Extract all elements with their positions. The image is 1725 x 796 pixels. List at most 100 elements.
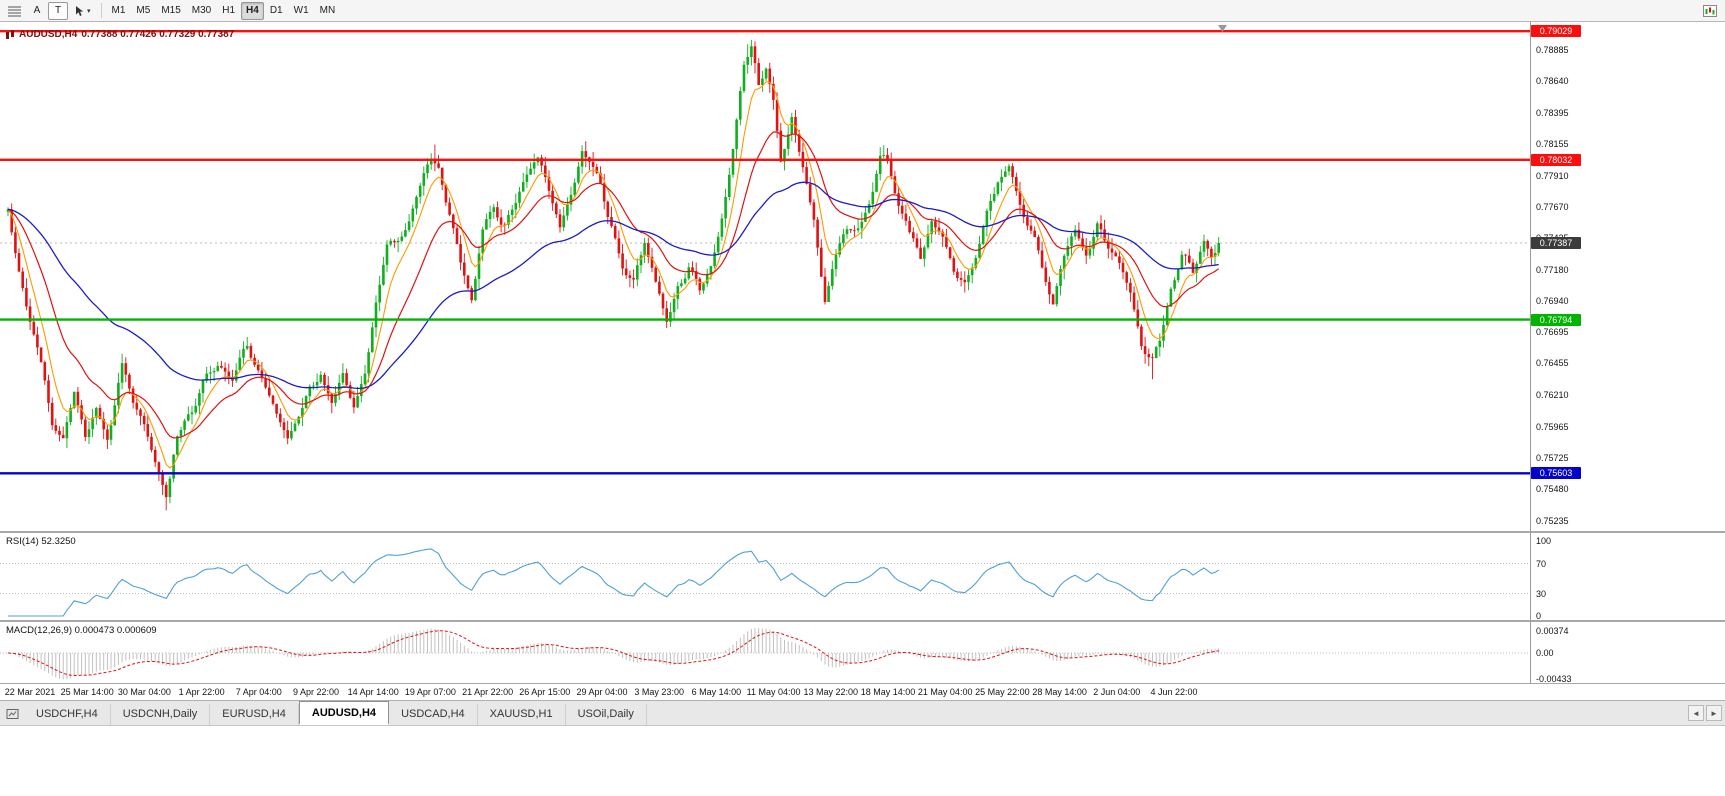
time-axis-label: 11 May 04:00 [746,687,801,697]
chart-tab-bar: USDCHF,H4 USDCNH,Daily EURUSD,H4 AUDUSD,H4 U… [0,700,1725,726]
rsi-canvas[interactable] [0,533,1530,620]
timeframe-d1-button[interactable]: D1 [269,5,283,16]
ma-60-line [7,181,1219,390]
level-price-tag: 0.78032 [1531,153,1581,166]
rsi-line [8,548,1219,617]
timeframe-group: M1 M5 M15 M30 H1 H4 D1 W1 MN [107,1,341,20]
tab-scroll-left-button[interactable]: ◄ [1688,705,1704,721]
time-axis-label: 25 May 22:00 [975,687,1030,697]
time-axis-label: 30 Mar 04:00 [117,687,171,697]
price-axis-label: 0.78885 [1536,44,1569,55]
tab-strip-icon [2,703,24,724]
window-chart-icon [6,708,19,719]
time-axis-label: 3 May 23:00 [634,687,684,697]
chart-tab-usdcad-h4[interactable]: USDCAD,H4 [389,704,478,725]
chart-tab-audusd-h4[interactable]: AUDUSD,H4 [298,701,390,725]
bear-candles [10,46,1213,498]
chart-tab-usoil-daily[interactable]: USOil,Daily [565,704,647,725]
price-axis-label: 0.75725 [1536,452,1569,463]
time-axis-label: 14 Apr 14:00 [347,687,399,697]
chart-tab-eurusd-h4[interactable]: EURUSD,H4 [210,704,299,725]
price-axis-label: 0.75480 [1536,484,1569,495]
price-axis-label: 0.76940 [1536,295,1569,306]
macd-panel: MACD(12,26,9) 0.000473 0.000609 [0,622,1530,683]
timeframe-h4-button[interactable]: H4 [241,1,264,20]
macd-axis-label: 0.00 [1536,648,1554,658]
chart-tab-usdchf-h4[interactable]: USDCHF,H4 [24,704,111,725]
time-axis-label: 21 Apr 22:00 [462,687,514,697]
price-chart-canvas[interactable] [0,22,1530,531]
tab-scroll-right-button[interactable]: ► [1706,705,1722,721]
macd-signal-line [7,630,1219,677]
time-axis-label: 18 May 14:00 [860,687,916,697]
ma-20-line [7,131,1220,439]
time-axis-label: 6 May 14:00 [691,687,742,697]
timeframe-h1-button[interactable]: H1 [222,5,236,16]
time-axis-label: 28 May 14:00 [1032,687,1087,697]
time-axis-label: 9 Apr 22:00 [292,687,340,697]
time-axis-label: 7 Apr 04:00 [235,687,282,697]
tab-container: USDCHF,H4 USDCNH,Daily EURUSD,H4 AUDUSD,H4 U… [24,701,647,725]
chevron-down-icon: ▾ [87,7,91,15]
timeframe-w1-button[interactable]: W1 [293,5,309,16]
bear-wicks [11,41,1212,511]
macd-axis-label: 0.00374 [1536,625,1569,636]
time-axis-label: 4 Jun 22:00 [1150,687,1198,697]
price-axis-label: 0.78155 [1536,138,1569,149]
price-axis-label: 0.78395 [1536,107,1569,118]
chart-tab-usdcnh-daily[interactable]: USDCNH,Daily [110,704,211,725]
time-axis-label: 1 Apr 22:00 [178,687,225,697]
timeframe-mn-button[interactable]: MN [319,5,336,16]
time-axis-label: 13 May 22:00 [803,687,859,697]
price-axis-label: 0.76695 [1536,327,1569,338]
mini-chart-icon [1703,4,1717,17]
panel-splitter[interactable] [0,620,1725,622]
auto-arrange-button[interactable]: A [33,5,41,16]
price-axis-label: 0.76455 [1536,358,1569,369]
bull-candles [6,46,1220,497]
price-axis-label: 0.77180 [1536,264,1569,275]
time-axis-label: 2 Jun 04:00 [1093,687,1141,697]
list-icon [8,6,21,16]
text-tool-button[interactable]: T [48,1,68,20]
chart-tab-xauusd-h1[interactable]: XAUUSD,H1 [477,704,566,725]
panel-splitter[interactable] [0,531,1725,533]
ma-7-line [7,81,1220,469]
rsi-axis-label: 70 [1536,558,1547,569]
new-chart-button[interactable] [1698,2,1722,20]
level-price-tag: 0.76794 [1531,313,1581,326]
main-chart-panel: AUDUSD,H4 0.77388 0.77426 0.77329 0.7738… [0,22,1530,531]
cursor-tool-button[interactable]: ▾ [69,2,96,20]
timeframe-m15-button[interactable]: M15 [161,5,181,16]
time-axis-border [0,683,1725,684]
time-axis-label: 29 Apr 04:00 [576,687,628,697]
timeframe-m1-button[interactable]: M1 [111,5,126,16]
macd-axis-label: -0.00433 [1536,673,1572,684]
price-axis-label: 0.78640 [1536,76,1569,87]
macd-canvas[interactable] [0,622,1530,683]
timeframe-m30-button[interactable]: M30 [191,5,212,16]
toolbar: A T ▾ M1 M5 M15 M30 H1 H4 D1 W1 MN [0,0,1725,22]
charts-list-button[interactable] [3,2,26,20]
level-price-tag: 0.75603 [1531,467,1581,480]
level-price-tag: 0.79029 [1531,25,1581,38]
time-axis-label: 19 Apr 07:00 [404,687,456,697]
macd-histogram [11,628,1220,680]
current-price-tag: 0.77387 [1531,237,1581,250]
chart-shift-marker[interactable] [1218,25,1227,32]
timeframe-m5-button[interactable]: M5 [136,5,151,16]
price-axis-label: 0.76210 [1536,389,1569,400]
time-axis-label: 21 May 04:00 [917,687,973,697]
toolbar-separator [100,3,102,18]
time-axis-label: 26 Apr 15:00 [519,687,571,697]
rsi-axis-label: 100 [1536,536,1552,546]
rsi-axis-label: 0 [1536,611,1542,621]
rsi-axis-label: 30 [1536,588,1547,599]
cursor-icon [76,5,84,16]
time-axis-label: 25 Mar 14:00 [60,687,114,697]
price-axis-label: 0.77670 [1536,201,1569,212]
rsi-panel: RSI(14) 52.3250 [0,533,1530,620]
price-axis-label: 0.75235 [1536,515,1569,526]
price-axis-border [1530,22,1531,684]
